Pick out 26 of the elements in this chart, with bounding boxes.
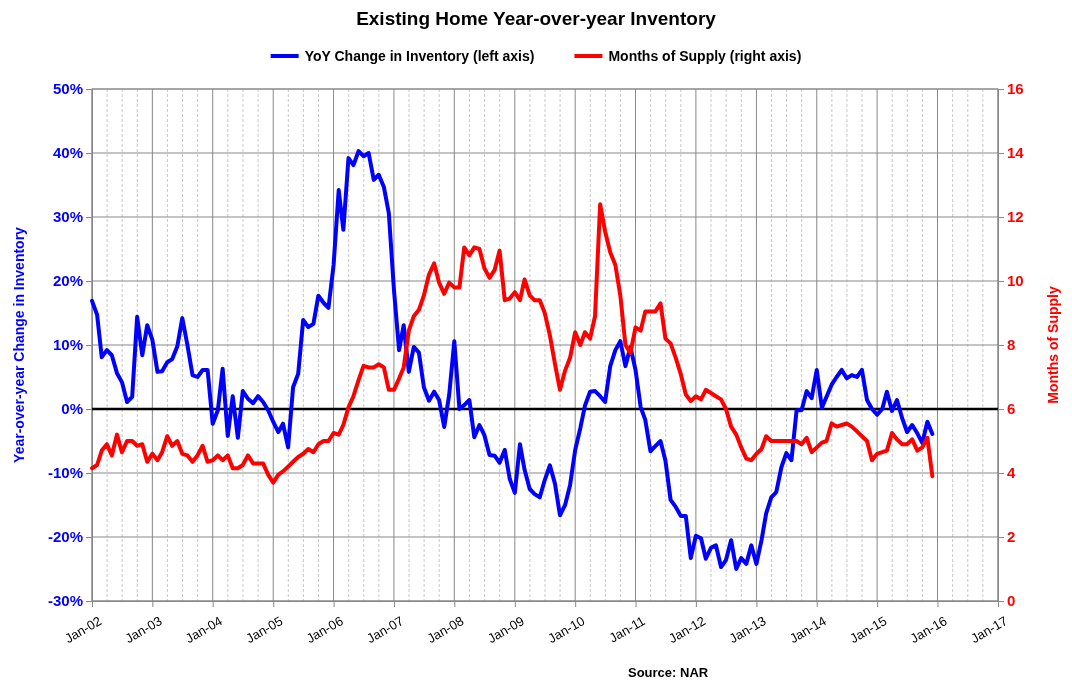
y2-tick-label: 14 — [1007, 144, 1025, 162]
line-series — [90, 149, 935, 571]
y-tick-label: 50% — [52, 80, 83, 98]
source-note: Source: NAR — [628, 665, 709, 680]
y2-tick-label: 4 — [1007, 464, 1016, 482]
y-tick-label: 20% — [52, 272, 83, 290]
y2-tick-label: 16 — [1007, 80, 1024, 98]
y-tick-label: 0% — [61, 400, 83, 418]
y2-tick-label: 2 — [1007, 528, 1016, 546]
y-tick-label: 30% — [52, 208, 83, 226]
legend-label: Months of Supply (right axis) — [608, 48, 802, 64]
line-series — [90, 202, 935, 485]
y2-tick-label: 8 — [1007, 336, 1016, 354]
y2-tick-label: 6 — [1007, 400, 1016, 418]
y-tick-label: -10% — [47, 464, 83, 482]
y-tick-label: -20% — [47, 528, 83, 546]
y-tick-label: 10% — [52, 336, 83, 354]
y-axis-title: Year-over-year Change in Inventory — [11, 226, 27, 463]
y2-tick-label: 0 — [1007, 592, 1016, 610]
y2-axis-title: Months of Supply — [1045, 286, 1061, 404]
chart-title: Existing Home Year-over-year Inventory — [356, 8, 717, 29]
legend-label: YoY Change in Inventory (left axis) — [304, 48, 535, 64]
y2-tick-label: 10 — [1007, 272, 1024, 290]
y-tick-label: -30% — [47, 592, 83, 610]
y-tick-label: 40% — [52, 144, 83, 162]
y2-tick-label: 12 — [1007, 208, 1024, 226]
